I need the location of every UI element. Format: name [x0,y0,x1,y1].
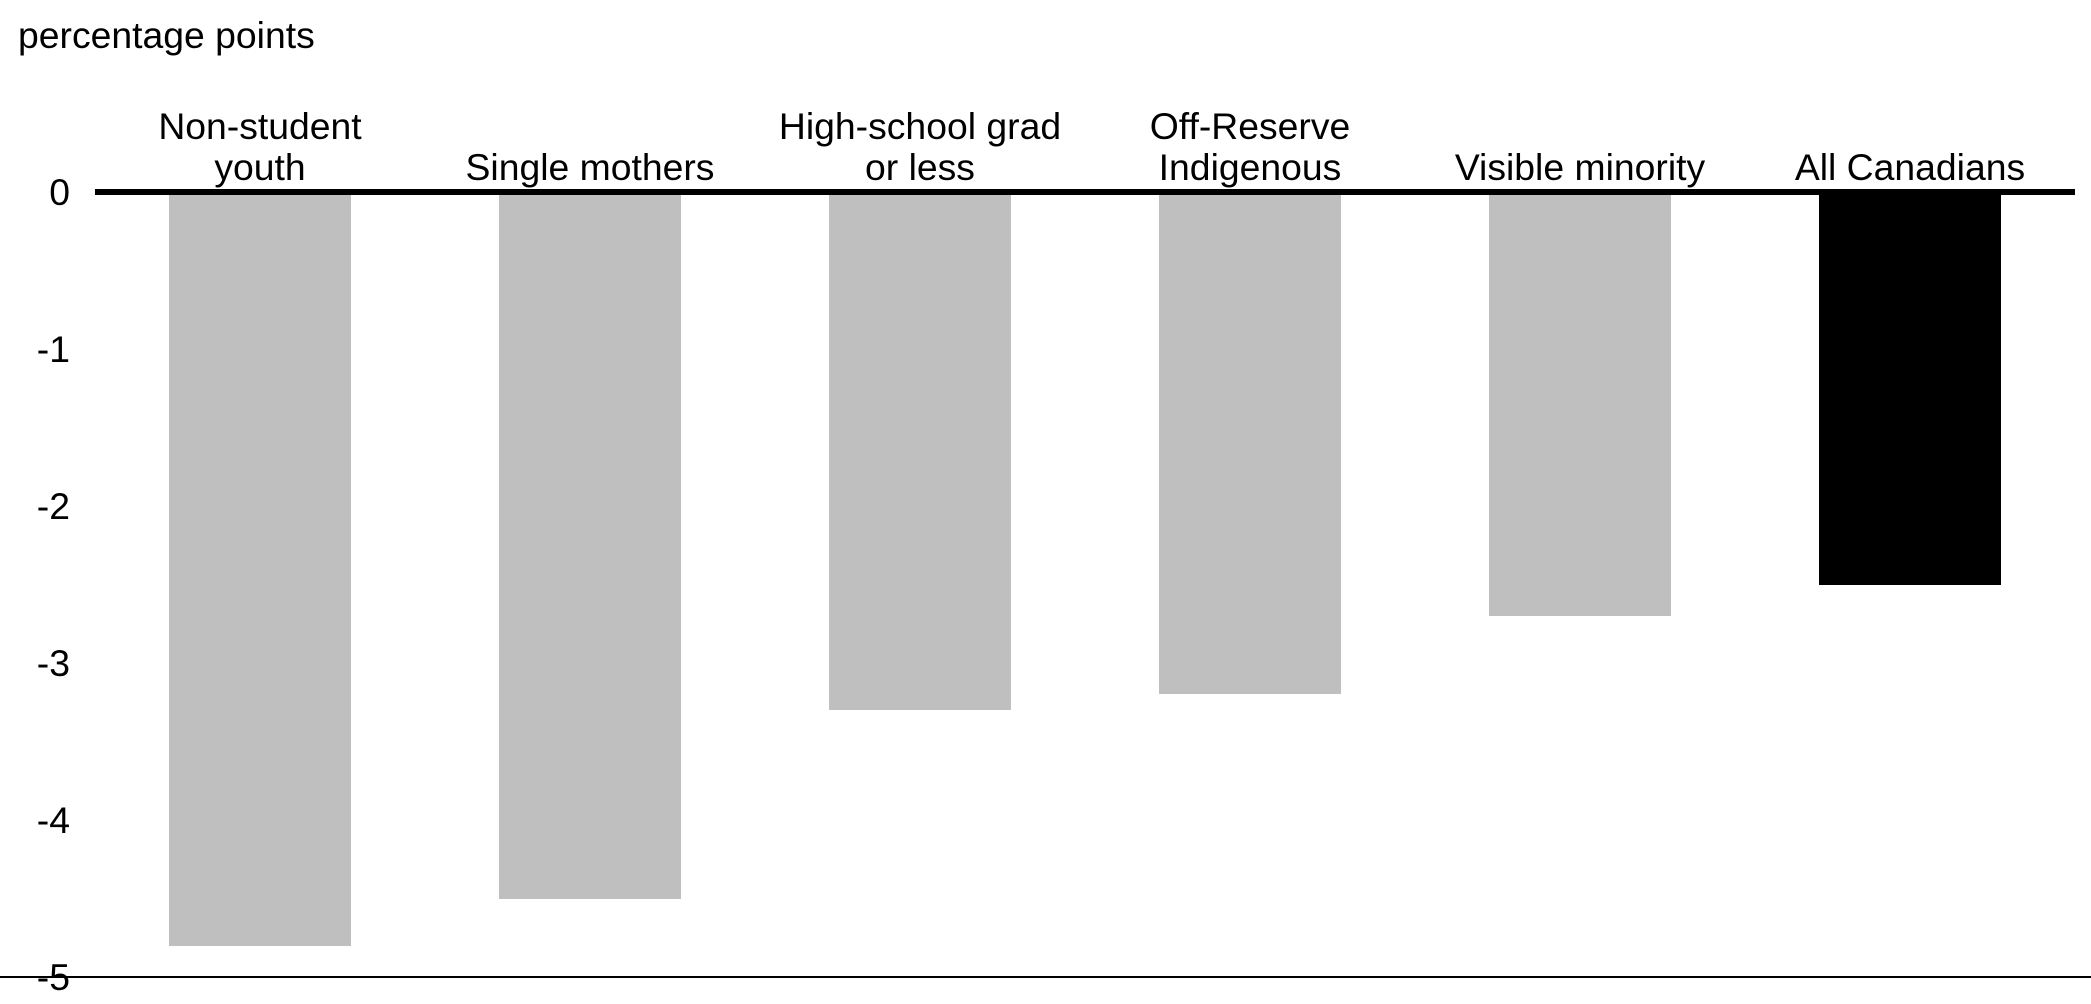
bar [499,192,681,899]
category-label: Single mothers [425,88,755,188]
bar [829,192,1011,710]
y-tick-label: -3 [0,642,70,685]
bar-chart: percentage points 0-1-2-3-4-5 Non-studen… [0,0,2091,1004]
y-tick-label: -4 [0,799,70,842]
category-label: High-school grad or less [755,88,1085,188]
zero-line [95,189,2075,195]
bottom-border [0,976,2091,978]
y-tick-label: -1 [0,328,70,371]
bar [169,192,351,946]
category-label: Non-student youth [95,88,425,188]
category-label: All Canadians [1745,88,2075,188]
bar [1159,192,1341,694]
y-tick-label: 0 [0,171,70,214]
bar [1819,192,2001,585]
bar [1489,192,1671,616]
y-axis-title: percentage points [18,14,315,57]
category-label: Off-Reserve Indigenous [1085,88,1415,188]
y-tick-label: -2 [0,485,70,528]
category-label: Visible minority [1415,88,1745,188]
